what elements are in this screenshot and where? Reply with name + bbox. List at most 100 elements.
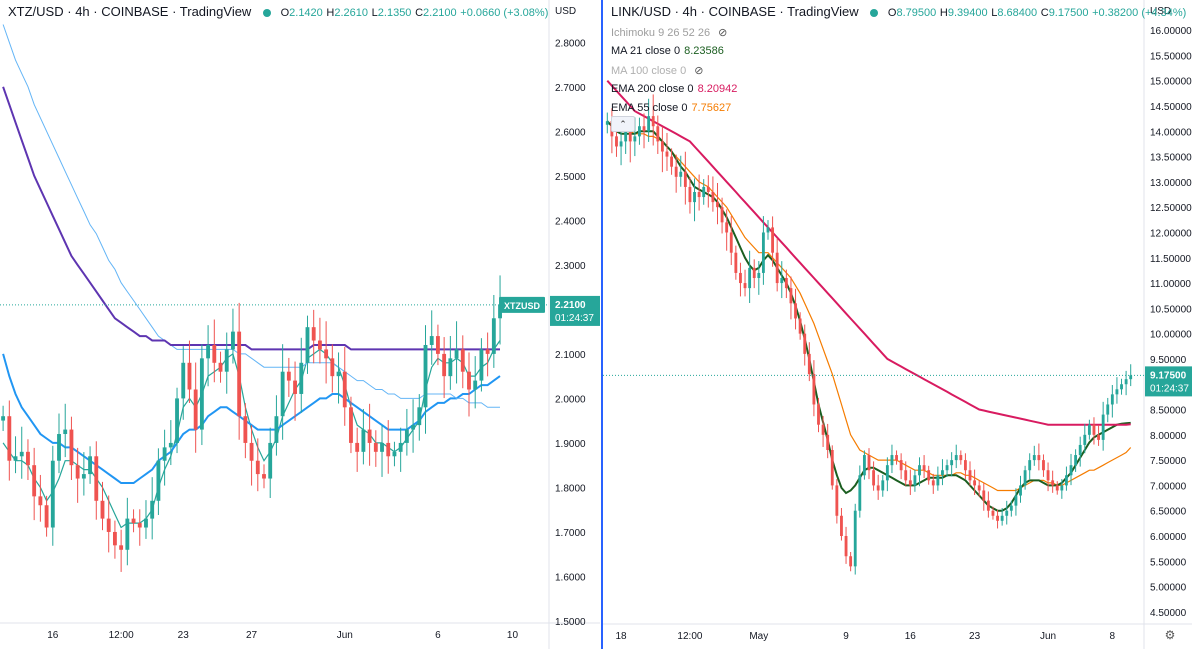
candle — [1115, 389, 1119, 395]
candle — [872, 470, 876, 486]
candle — [761, 232, 765, 273]
candle — [423, 344, 428, 408]
y-tick-label: 9.50000 — [1150, 355, 1187, 366]
y-tick-label: 15.50000 — [1150, 51, 1192, 62]
candle — [963, 460, 967, 471]
x-tick-label: 9 — [843, 631, 849, 642]
candle — [187, 362, 192, 390]
candle — [794, 303, 797, 319]
candle — [311, 327, 316, 341]
candle — [479, 349, 484, 381]
candle — [26, 451, 30, 466]
candle — [918, 465, 921, 476]
candle — [766, 227, 770, 233]
candle — [262, 474, 266, 479]
candle — [212, 344, 217, 363]
candle — [931, 480, 935, 486]
candle — [1009, 505, 1013, 511]
candle — [467, 371, 471, 390]
link-chart-canvas[interactable]: USD 16.00000 15.50000 15.00000 14.50000 14.00… — [603, 0, 1192, 649]
candle — [647, 116, 651, 132]
candle — [485, 349, 490, 354]
link-symbol[interactable]: LINK/USD — [611, 4, 671, 19]
candle — [181, 362, 186, 399]
candle — [1, 416, 6, 421]
candle — [1106, 404, 1110, 415]
candle — [473, 380, 478, 390]
candle — [780, 278, 784, 284]
link-interval[interactable]: 4h — [682, 4, 698, 19]
indicator-ma100-label: MA 100 close 0 — [611, 65, 687, 77]
candle — [982, 490, 986, 501]
candle — [959, 455, 963, 461]
candle — [131, 518, 136, 524]
candle — [324, 349, 329, 359]
candle — [720, 207, 724, 223]
candle — [830, 450, 834, 486]
ma-line — [2, 353, 501, 484]
xtz-change: +0.0660 (+3.08%) — [460, 7, 549, 19]
link-high: 9.39400 — [947, 7, 988, 19]
candle — [380, 442, 384, 452]
candle — [771, 227, 775, 253]
candle — [784, 278, 788, 289]
candle — [1087, 424, 1091, 435]
candle — [996, 515, 999, 521]
collapse-legend-button[interactable]: ⌃ — [611, 116, 635, 132]
candle — [642, 126, 646, 132]
candle — [798, 318, 802, 334]
candle — [411, 425, 416, 430]
candle — [63, 429, 68, 435]
candle — [867, 455, 871, 471]
candle — [936, 475, 940, 486]
y-tick-label: 1.7000 — [555, 528, 586, 539]
candle — [973, 480, 977, 486]
candle — [899, 460, 903, 471]
last-price-badge — [1145, 366, 1192, 397]
candle — [904, 470, 908, 481]
indicator-ema55[interactable]: EMA 55 close 0 7.75627 — [611, 102, 731, 114]
indicator-ichimoku[interactable]: Ichimoku 9 26 52 26 ⊘ — [611, 26, 727, 39]
y-tick-label: 2.4000 — [555, 216, 586, 227]
candle — [991, 510, 995, 516]
indicator-ma21[interactable]: MA 21 close 0 8.23586 — [611, 45, 724, 57]
candle — [908, 480, 912, 486]
candle — [293, 380, 297, 394]
candle — [1110, 394, 1114, 405]
hidden-eye-icon[interactable]: ⊘ — [694, 65, 704, 77]
indicator-ma100[interactable]: MA 100 close 0 ⊘ — [611, 64, 703, 77]
candle — [1000, 515, 1004, 521]
indicator-ichimoku-label: Ichimoku 9 26 52 26 — [611, 27, 711, 39]
y-tick-label: 10.00000 — [1150, 330, 1192, 341]
y-tick-label: 1.5000 — [555, 617, 586, 628]
settings-gear-icon: ⚙ — [1165, 628, 1176, 642]
link-chart-panel[interactable]: USD 16.00000 15.50000 15.00000 14.50000 14.00… — [601, 0, 1192, 649]
x-tick-label: 23 — [969, 631, 981, 642]
xtz-chart-canvas[interactable]: USD 2.8000 2.7000 2.6000 2.5000 2.4000 2.3000 2… — [0, 0, 600, 649]
candle — [922, 465, 926, 471]
link-open: 8.79500 — [896, 7, 937, 19]
indicator-ema200[interactable]: EMA 200 close 0 8.20942 — [611, 83, 737, 95]
candle — [175, 398, 179, 443]
candle — [954, 455, 958, 461]
hidden-eye-icon[interactable]: ⊘ — [718, 27, 728, 39]
candle — [840, 515, 843, 536]
y-tick-label: 14.00000 — [1150, 127, 1192, 138]
candle — [112, 531, 117, 546]
candle — [706, 186, 710, 192]
candle — [977, 485, 981, 491]
candle — [1083, 434, 1087, 445]
xtz-interval[interactable]: 4h — [75, 4, 90, 19]
candle — [50, 460, 55, 528]
candle — [605, 121, 609, 125]
xtz-low: 2.1350 — [377, 7, 412, 19]
candle — [13, 456, 18, 461]
candle — [1032, 455, 1036, 461]
last-price-value: 2.2100 — [555, 300, 586, 311]
candle — [890, 455, 894, 466]
xtz-chart-panel[interactable]: USD 2.8000 2.7000 2.6000 2.5000 2.4000 2.3000 2… — [0, 0, 600, 649]
candle — [218, 362, 223, 372]
candle — [373, 442, 378, 452]
xtz-symbol[interactable]: XTZ/USD — [8, 4, 64, 19]
candle — [57, 434, 61, 461]
